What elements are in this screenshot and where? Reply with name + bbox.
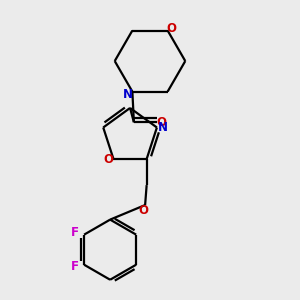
Text: O: O — [139, 204, 148, 217]
Text: O: O — [157, 116, 167, 129]
Text: F: F — [71, 260, 79, 273]
Text: N: N — [123, 88, 133, 100]
Text: F: F — [71, 226, 79, 239]
Text: O: O — [103, 152, 113, 166]
Text: N: N — [158, 121, 167, 134]
Text: O: O — [167, 22, 177, 34]
